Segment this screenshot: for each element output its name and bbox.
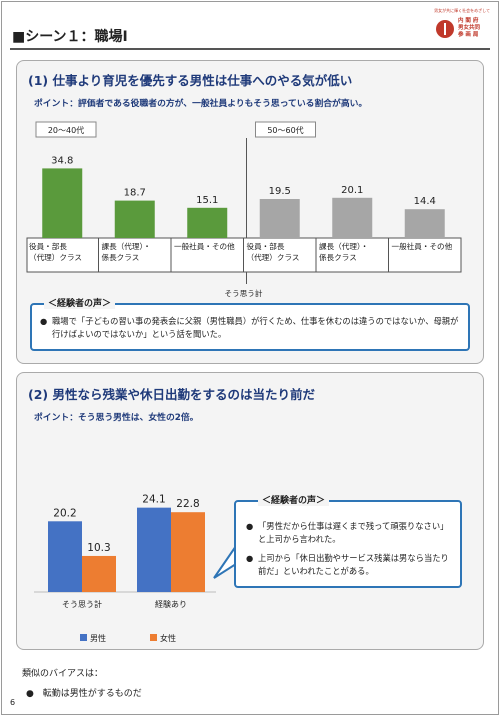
group-label: 50～60代 — [267, 125, 303, 135]
category-label: 経験あり — [155, 599, 187, 609]
category-label: 一般社員・その他 — [174, 241, 235, 251]
header-divider — [10, 48, 490, 50]
data-label: 10.3 — [87, 542, 110, 554]
group-label-box — [35, 121, 97, 138]
section2-voice-item: ● 上司から「休日出勤やサービス残業は男なら当たり前だ」といわれたことがある。 — [246, 553, 449, 576]
group-label: 20～40代 — [48, 125, 84, 135]
data-label: 14.4 — [414, 196, 436, 207]
category-label: 係長クラス — [319, 253, 357, 262]
section1-voice-box: ＜経験者の声＞ ● 職場で「子どもの習い事の発表会に父親（男性職員）が行くため、… — [30, 296, 470, 351]
data-label: 19.5 — [269, 186, 291, 197]
category-label: 課長（代理）・ — [102, 241, 151, 251]
category-label: 係長クラス — [102, 253, 140, 262]
section2-title: (2) 男性なら残業や休日出勤をするのは当たり前だ — [28, 387, 315, 402]
legend-swatch — [150, 634, 157, 641]
bullet-icon: ● — [246, 553, 254, 563]
category-label: そう思う計 — [62, 599, 102, 609]
data-label: 24.1 — [142, 494, 165, 506]
category-label: 課長（代理）・ — [319, 241, 368, 251]
bar — [42, 168, 83, 238]
category-label: （代理）クラス — [29, 252, 82, 262]
bullet-icon: ● — [246, 521, 254, 531]
group-label-box — [255, 121, 316, 138]
cabinet-office-logo: 男女が共に輝く社会をめざして 内 閣 府 男女共同 参 画 局 — [428, 8, 490, 44]
bar — [114, 200, 155, 238]
section2-voice-item: ● 「男性だから仕事は遅くまで残って頑張りなさい」と上司から言われた。 — [246, 521, 449, 544]
category-label: 役員・部長 — [29, 241, 67, 251]
bar — [48, 521, 82, 592]
category-label: 役員・部長 — [247, 241, 285, 251]
bar — [82, 555, 116, 592]
data-label: 34.8 — [51, 155, 73, 166]
chart1-bar-chart: 20～40代34.8役員・部長（代理）クラス18.7課長（代理）・係長クラス15… — [26, 121, 462, 298]
bar — [404, 209, 445, 238]
logo-text: 内 閣 府 男女共同 参 画 局 — [458, 18, 481, 38]
category-label: （代理）クラス — [247, 252, 300, 262]
page-number: 6 — [10, 698, 16, 707]
data-label: 20.2 — [53, 507, 76, 519]
x-axis-label: そう思う計 — [225, 288, 263, 298]
section1-voice-item: ● 職場で「子どもの習い事の発表会に父親（男性職員）が行くため、仕事を休むのは違… — [40, 316, 459, 339]
data-label: 15.1 — [196, 195, 218, 206]
logo-mark-icon — [436, 20, 454, 38]
section1-voice-label: ＜経験者の声＞ — [44, 296, 116, 309]
logo-tagline: 男女が共に輝く社会をめざして — [434, 8, 490, 13]
section2-voice-label: ＜経験者の声＞ — [258, 493, 330, 506]
section1-title: (1) 仕事より育児を優先する男性は仕事へのやる気が低い — [28, 73, 353, 88]
bullet-icon: ● — [26, 689, 34, 699]
page-title: ■シーン１：職場Ⅰ — [12, 29, 128, 45]
legend-label: 男性 — [90, 633, 106, 643]
section1-point: ポイント：評価者である役職者の方が、一般社員よりもそう思っている割合が高い。 — [34, 99, 368, 109]
data-label: 18.7 — [124, 188, 146, 199]
data-label: 20.1 — [341, 185, 363, 196]
bar — [171, 512, 205, 592]
bias-item: ● 転勤は男性がするものだ — [26, 689, 142, 699]
bar — [259, 199, 300, 238]
bar — [332, 197, 373, 238]
section2-voice-box: ＜経験者の声＞ ● 「男性だから仕事は遅くまで残って頑張りなさい」と上司から言わ… — [234, 493, 462, 588]
bar — [187, 207, 228, 238]
bar — [137, 507, 171, 592]
bullet-icon: ● — [40, 316, 48, 326]
legend-label: 女性 — [160, 633, 176, 643]
bias-heading: 類似のバイアスは： — [22, 669, 104, 679]
category-label: 一般社員・その他 — [392, 241, 453, 251]
section2-point: ポイント：そう思う男性は、女性の2倍。 — [34, 413, 199, 423]
legend-swatch — [80, 634, 87, 641]
data-label: 22.8 — [176, 498, 199, 510]
